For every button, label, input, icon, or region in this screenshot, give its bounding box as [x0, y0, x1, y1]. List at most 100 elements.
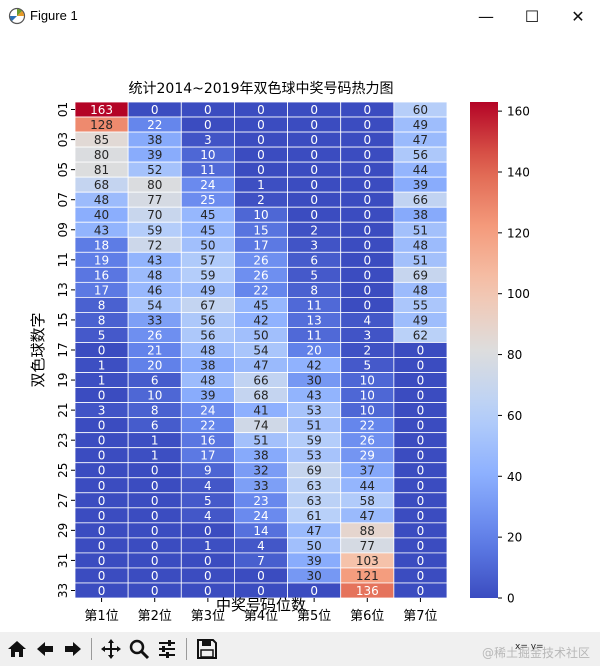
pan-button[interactable] [98, 636, 124, 662]
y-tick-label: 33 [56, 583, 70, 598]
cell-value-label: 25 [200, 193, 215, 207]
cell-value-label: 20 [147, 359, 162, 373]
cell-value-label: 1 [257, 178, 265, 192]
y-tick-label: 19 [56, 372, 70, 387]
cell-value-label: 24 [200, 178, 215, 192]
y-tick-label: 03 [56, 132, 70, 147]
forward-button[interactable] [60, 636, 86, 662]
maximize-button[interactable]: ☐ [524, 6, 540, 26]
cell-value-label: 0 [363, 238, 371, 252]
y-tick-label: 25 [56, 463, 70, 478]
cell-value-label: 56 [413, 148, 428, 162]
cell-value-label: 62 [413, 328, 428, 342]
colorbar-tick-label: 60 [507, 409, 522, 423]
y-tick-label: 21 [56, 402, 70, 417]
cell-value-label: 0 [98, 419, 106, 433]
cell-value-label: 1 [204, 539, 212, 553]
minimize-button[interactable]: — [478, 6, 494, 26]
cell-value-label: 0 [363, 298, 371, 312]
cell-value-label: 0 [363, 103, 371, 117]
cell-value-label: 6 [151, 419, 159, 433]
cell-value-label: 3 [310, 238, 318, 252]
pan-icon [101, 639, 121, 659]
cell-value-label: 18 [94, 238, 109, 252]
cell-value-label: 0 [417, 419, 425, 433]
cell-value-label: 0 [310, 103, 318, 117]
cell-value-label: 2 [363, 344, 371, 358]
cell-value-label: 49 [413, 313, 428, 327]
cell-value-label: 55 [413, 298, 428, 312]
cell-value-label: 0 [310, 193, 318, 207]
cell-value-label: 0 [310, 148, 318, 162]
home-button[interactable] [4, 636, 30, 662]
cell-value-label: 80 [147, 178, 162, 192]
cell-value-label: 0 [98, 554, 106, 568]
forward-arrow-icon [65, 642, 81, 656]
cell-value-label: 3 [204, 133, 212, 147]
toolbar-separator [91, 638, 92, 660]
cell-value-label: 22 [147, 118, 162, 132]
figure-canvas[interactable]: 统计2014~2019年双色球中奖号码热力图 163 0 0 0 0 0 60 128 22 0 0 0… [0, 32, 600, 632]
colorbar-tick-label: 120 [507, 226, 530, 240]
cell-value-label: 42 [307, 359, 322, 373]
cell-value-label: 85 [94, 133, 109, 147]
cell-value-label: 7 [257, 554, 265, 568]
back-button[interactable] [32, 636, 58, 662]
chart-title: 统计2014~2019年双色球中奖号码热力图 [129, 80, 394, 97]
y-tick-label: 29 [56, 523, 70, 538]
cell-value-label: 44 [413, 163, 428, 177]
cell-value-label: 0 [363, 283, 371, 297]
configure-subplots-button[interactable] [154, 636, 180, 662]
cell-value-label: 121 [356, 569, 379, 583]
cell-value-label: 24 [253, 509, 268, 523]
cell-value-label: 0 [363, 268, 371, 282]
cell-value-label: 0 [363, 178, 371, 192]
cell-value-label: 1 [151, 434, 159, 448]
cell-value-label: 43 [147, 253, 162, 267]
cell-value-label: 48 [200, 344, 215, 358]
cell-value-label: 0 [204, 554, 212, 568]
cell-value-label: 63 [307, 494, 322, 508]
cell-value-label: 49 [200, 283, 215, 297]
cell-value-label: 0 [151, 494, 159, 508]
cell-value-label: 0 [310, 118, 318, 132]
cell-value-label: 42 [253, 313, 268, 327]
cell-value-label: 136 [356, 584, 379, 598]
cell-value-label: 81 [94, 163, 109, 177]
cell-value-label: 0 [151, 539, 159, 553]
cell-value-label: 11 [307, 328, 322, 342]
colorbar-tick-label: 40 [507, 470, 522, 484]
cell-value-label: 8 [98, 313, 106, 327]
cell-value-label: 59 [200, 268, 215, 282]
cell-value-label: 0 [98, 524, 106, 538]
zoom-button[interactable] [126, 636, 152, 662]
cell-value-label: 0 [257, 133, 265, 147]
cell-value-label: 0 [310, 163, 318, 177]
save-button[interactable] [194, 636, 220, 662]
cell-value-label: 0 [363, 148, 371, 162]
cell-value-label: 51 [253, 434, 268, 448]
cell-value-label: 0 [363, 133, 371, 147]
x-tick-label: 第7位 [403, 609, 437, 624]
cell-value-label: 3 [363, 328, 371, 342]
matplotlib-app-icon [8, 7, 26, 25]
cell-value-label: 38 [413, 208, 428, 222]
cell-value-label: 0 [98, 494, 106, 508]
cell-value-label: 68 [253, 389, 268, 403]
y-tick-label: 13 [56, 282, 70, 297]
cell-value-label: 10 [253, 208, 268, 222]
cell-value-label: 0 [98, 449, 106, 463]
cell-value-label: 0 [204, 103, 212, 117]
cell-value-label: 38 [147, 133, 162, 147]
cell-value-label: 45 [253, 298, 268, 312]
cell-value-label: 0 [151, 584, 159, 598]
cell-value-label: 0 [310, 208, 318, 222]
title-bar: Figure 1 — ☐ ✕ [0, 0, 600, 33]
colorbar-tick-label: 0 [507, 592, 515, 606]
cell-value-label: 48 [413, 283, 428, 297]
cell-value-label: 16 [94, 268, 109, 282]
cell-value-label: 51 [307, 419, 322, 433]
cell-value-label: 47 [307, 524, 322, 538]
cell-value-label: 0 [417, 389, 425, 403]
close-button[interactable]: ✕ [571, 6, 585, 26]
